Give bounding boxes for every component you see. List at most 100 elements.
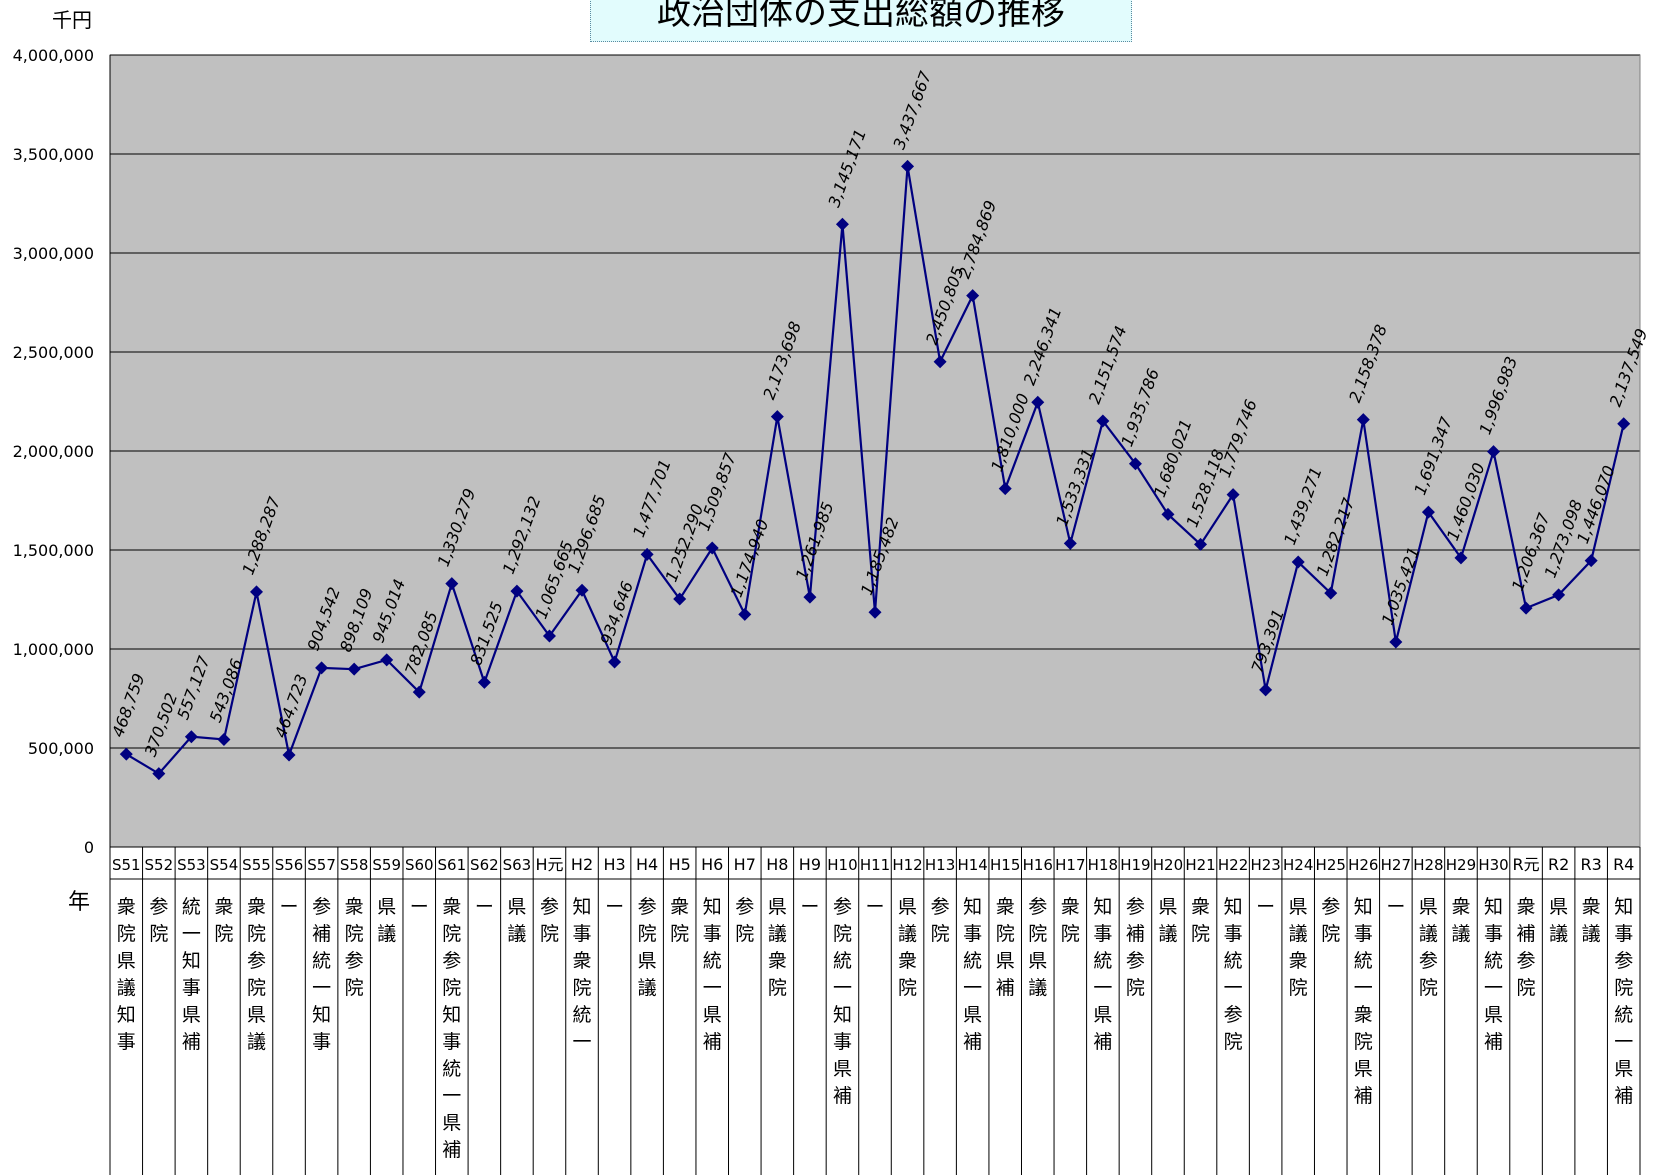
election-label-char: 知	[312, 1004, 331, 1026]
election-label-char: 県	[1614, 1058, 1633, 1080]
election-label-char: 事	[1354, 923, 1373, 945]
election-label-char: 一	[833, 977, 852, 999]
election-label-char: 議	[638, 977, 657, 999]
x-tick-label: H8	[766, 855, 788, 874]
election-label-char: 知	[833, 1004, 852, 1026]
y-tick-label: 500,000	[28, 739, 94, 758]
data-point	[1226, 488, 1240, 502]
data-point	[510, 584, 524, 598]
election-label-char: 統	[1093, 950, 1112, 972]
x-tick-label: H16	[1023, 856, 1053, 874]
election-label-char: 院	[1419, 977, 1438, 999]
election-label-char: 衆	[1354, 1004, 1373, 1026]
election-label-char: 一	[1354, 977, 1373, 999]
election-label-char: 一	[182, 923, 201, 945]
election-label-char: 知	[117, 1004, 136, 1026]
election-label-char: 県	[247, 1004, 266, 1026]
data-point	[1161, 507, 1175, 521]
election-label-char: 院	[833, 923, 852, 945]
y-axis-unit-label: 千円	[52, 8, 92, 32]
election-label-char: 一	[703, 977, 722, 999]
election-label-char: 県	[833, 1058, 852, 1080]
x-tick-label: H11	[860, 856, 890, 874]
data-point	[217, 732, 231, 746]
election-label-char: 県	[1549, 896, 1568, 918]
election-label-char: 知	[182, 950, 201, 972]
data-point	[1487, 445, 1501, 459]
x-tick-label: H14	[957, 856, 987, 874]
data-point	[640, 547, 654, 561]
election-label-char: 事	[573, 923, 592, 945]
election-label-char: ー	[1386, 896, 1405, 918]
election-label-char: 県	[1354, 1058, 1373, 1080]
election-label-char: 院	[1224, 1031, 1243, 1053]
election-label-char: 統	[442, 1058, 461, 1080]
data-point	[1454, 551, 1468, 565]
election-label-char: 県	[1028, 950, 1047, 972]
data-point	[1584, 554, 1598, 568]
data-point	[1519, 601, 1533, 615]
election-label-char: 院	[1191, 923, 1210, 945]
data-point	[673, 592, 687, 606]
election-label-char: 院	[540, 923, 559, 945]
election-label-char: 補	[833, 1085, 852, 1107]
election-label-char: 県	[1093, 1004, 1112, 1026]
election-label-char: 知	[963, 896, 982, 918]
election-label-char: 院	[345, 977, 364, 999]
x-tick-label: H元	[535, 855, 563, 874]
election-label-char: 県	[768, 896, 787, 918]
data-point	[868, 605, 882, 619]
election-label-char: 知	[1093, 896, 1112, 918]
election-label-char: 院	[1354, 1031, 1373, 1053]
x-tick-label: S53	[177, 856, 206, 874]
x-axis-label: 年	[68, 890, 91, 915]
data-point	[1096, 414, 1110, 428]
x-tick-label: S56	[275, 856, 304, 874]
x-tick-label: S54	[210, 856, 239, 874]
data-point	[705, 541, 719, 555]
x-tick-label: H9	[799, 855, 821, 874]
election-label-char: 衆	[1289, 950, 1308, 972]
election-label-char: 県	[1419, 896, 1438, 918]
x-tick-label: S59	[372, 856, 401, 874]
y-tick-label: 1,000,000	[13, 640, 94, 659]
election-label-char: 衆	[898, 950, 917, 972]
x-tick-label: H22	[1218, 856, 1248, 874]
election-label-char: 県	[996, 950, 1015, 972]
x-tick-label: H13	[925, 856, 955, 874]
election-label-char: 参	[931, 896, 950, 918]
election-label-char: ー	[475, 896, 494, 918]
election-label-char: 衆	[1582, 896, 1601, 918]
x-tick-label: S52	[145, 856, 174, 874]
data-point	[1259, 683, 1273, 697]
election-label-char: 県	[1158, 896, 1177, 918]
data-point	[1063, 536, 1077, 550]
election-label-char: 統	[573, 1004, 592, 1026]
election-label-char: 県	[507, 896, 526, 918]
election-label-char: 事	[312, 1031, 331, 1053]
data-point	[738, 607, 752, 621]
x-tick-label: S61	[438, 856, 467, 874]
election-label-char: 参	[345, 950, 364, 972]
election-label-char: 県	[182, 1004, 201, 1026]
election-label-char: 議	[1158, 923, 1177, 945]
election-label-char: ー	[1256, 896, 1275, 918]
data-point	[966, 289, 980, 303]
x-tick-label: H18	[1088, 856, 1118, 874]
data-point	[1194, 537, 1208, 551]
election-label-char: 参	[312, 896, 331, 918]
y-tick-label: 0	[84, 838, 94, 857]
x-tick-label: S51	[112, 856, 141, 874]
election-label-char: 一	[573, 1031, 592, 1053]
x-tick-label: H29	[1446, 856, 1476, 874]
y-tick-label: 1,500,000	[13, 541, 94, 560]
data-point	[315, 661, 329, 675]
election-label-char: 知	[1484, 896, 1503, 918]
election-label-char: 院	[735, 923, 754, 945]
x-tick-label: H25	[1316, 856, 1346, 874]
election-label-char: 参	[1126, 896, 1145, 918]
election-label-char: 事	[117, 1031, 136, 1053]
election-label-char: 院	[1614, 977, 1633, 999]
election-label-char: 参	[1614, 950, 1633, 972]
election-label-char: 統	[963, 950, 982, 972]
